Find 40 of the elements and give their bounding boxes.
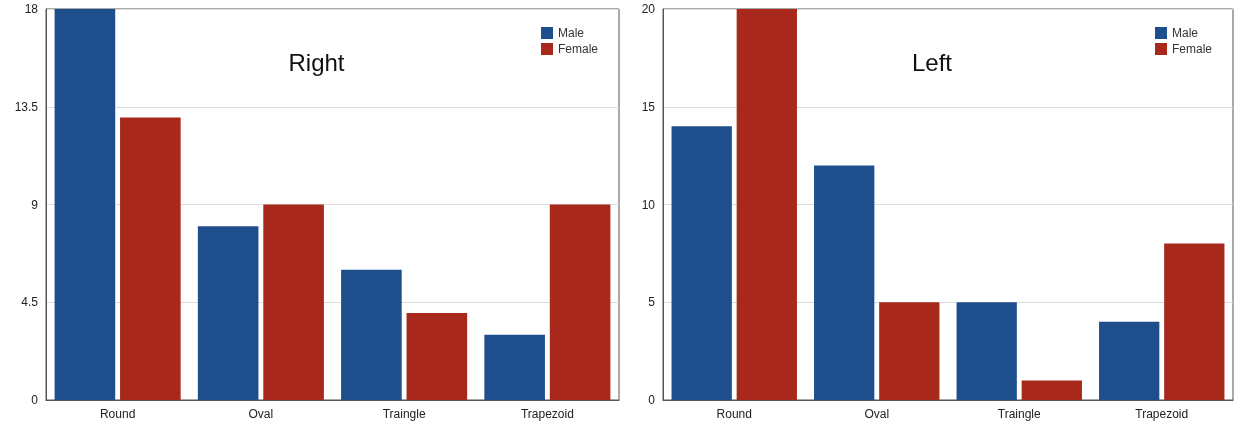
y-tick-label: 5: [648, 295, 656, 310]
bar: [263, 204, 324, 400]
legend-label: Male: [1171, 26, 1199, 40]
y-tick-label: 0: [31, 393, 39, 407]
x-tick-label: Round: [716, 407, 752, 421]
y-tick-label: 10: [641, 197, 656, 212]
x-tick-label: Round: [99, 407, 136, 421]
bar: [1164, 243, 1225, 400]
bar: [736, 9, 797, 400]
legend-label: Female: [557, 42, 599, 56]
x-tick-label: Traingle: [997, 407, 1042, 421]
bar: [341, 269, 402, 400]
bar: [814, 165, 875, 400]
x-tick-label: Oval: [248, 407, 274, 421]
x-tick-label: Trapezoid: [1135, 407, 1189, 421]
legend-label: Female: [1171, 42, 1213, 56]
y-tick-label: 0: [648, 393, 656, 407]
x-tick-label: Trapezoid: [520, 407, 574, 421]
text: Left: [911, 48, 953, 76]
y-tick-label: 9: [31, 197, 39, 212]
bar: [671, 126, 732, 400]
y-tick-label: 4.5: [21, 295, 39, 310]
bar: [1099, 321, 1160, 400]
bar: [120, 117, 181, 400]
y-tick-label: 15: [641, 99, 656, 114]
x-tick-label: Oval: [864, 407, 890, 421]
y-tick-label: 18: [24, 2, 39, 16]
bar: [484, 334, 545, 400]
y-tick-label: 13.5: [14, 99, 39, 114]
bar: [406, 313, 468, 400]
bar: [956, 302, 1017, 400]
bar: [879, 302, 940, 400]
y-tick-label: 20: [641, 2, 656, 16]
bar: [54, 9, 116, 400]
bar: [197, 226, 259, 400]
x-tick-label: Traingle: [382, 407, 426, 421]
text: Right: [288, 48, 345, 76]
legend-label: Male: [557, 26, 585, 40]
bar: [1021, 380, 1082, 400]
bar: [549, 204, 611, 400]
